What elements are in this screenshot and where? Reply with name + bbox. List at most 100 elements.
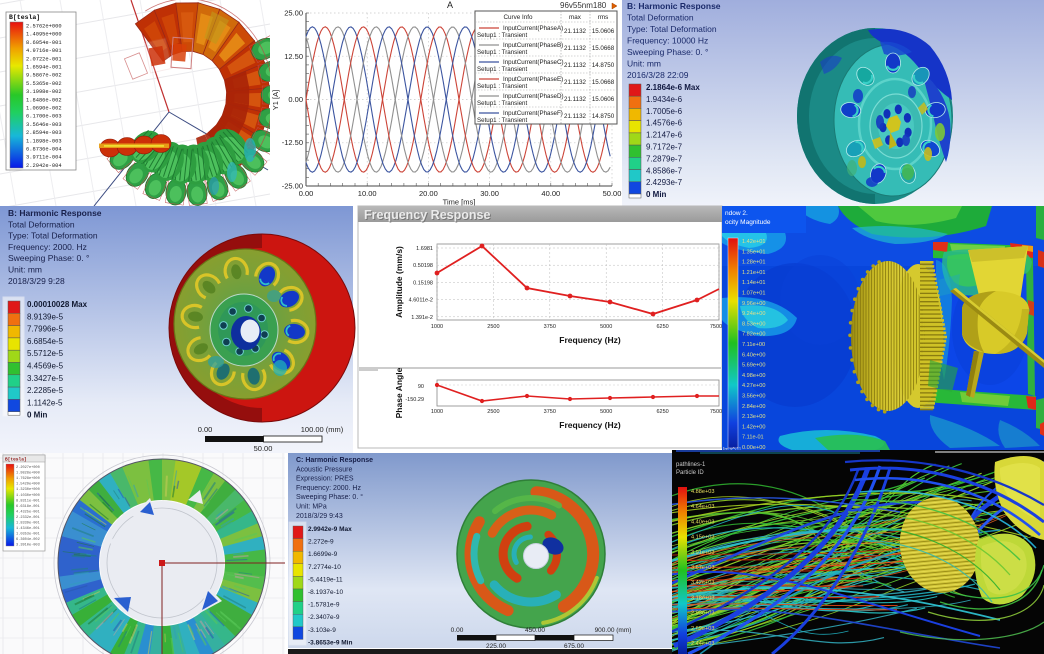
svg-text:90: 90 (418, 384, 424, 390)
svg-text:0.00: 0.00 (288, 95, 303, 104)
svg-text:4.64e+03: 4.64e+03 (691, 504, 715, 510)
svg-text:InputCurrent(PhaseF): InputCurrent(PhaseF) (503, 110, 563, 117)
svg-text:96v55nm180: 96v55nm180 (560, 1, 607, 10)
svg-text:1.0690e-002: 1.0690e-002 (26, 106, 62, 112)
svg-text:30.00: 30.00 (480, 189, 499, 198)
svg-text:1.7005e-6: 1.7005e-6 (646, 107, 683, 116)
svg-text:B: Harmonic Response: B: Harmonic Response (627, 1, 721, 11)
svg-text:6.40e+00: 6.40e+00 (742, 352, 766, 358)
svg-text:Frequency (Hz): Frequency (Hz) (559, 420, 621, 430)
svg-text:4.4325e-001: 4.4325e-001 (16, 510, 40, 514)
svg-text:-8.1937e-10: -8.1937e-10 (308, 589, 343, 596)
svg-text:4.15e+03: 4.15e+03 (691, 535, 715, 541)
svg-text:Sweeping Phase: 0. °: Sweeping Phase: 0. ° (296, 493, 363, 501)
svg-text:pathlines-1: pathlines-1 (676, 462, 706, 468)
svg-text:4.98e+00: 4.98e+00 (742, 373, 766, 379)
svg-text:8.6054e-001: 8.6054e-001 (26, 40, 62, 46)
svg-text:7.2879e-7: 7.2879e-7 (646, 154, 683, 163)
svg-text:Frequency: 2000. Hz: Frequency: 2000. Hz (8, 242, 87, 252)
svg-text:C: Harmonic Response: C: Harmonic Response (296, 457, 373, 464)
svg-text:2500: 2500 (487, 409, 499, 415)
svg-text:5.69e+00: 5.69e+00 (742, 363, 766, 369)
svg-text:1.7628e+000: 1.7628e+000 (16, 477, 40, 481)
svg-text:1.28e+01: 1.28e+01 (742, 260, 766, 266)
svg-text:1.07e+01: 1.07e+01 (742, 291, 766, 297)
svg-text:3.3427e-5: 3.3427e-5 (27, 374, 64, 383)
svg-text:Phase Angle: Phase Angle (394, 367, 404, 418)
svg-text:Setup1 : Transient: Setup1 : Transient (477, 100, 527, 107)
svg-text:3.9711e-004: 3.9711e-004 (26, 155, 62, 161)
svg-text:1.3230e+000: 1.3230e+000 (16, 488, 40, 492)
svg-text:450.00: 450.00 (525, 627, 545, 634)
svg-text:0.00: 0.00 (451, 627, 464, 634)
svg-text:InputCurrent(PhaseE): InputCurrent(PhaseE) (503, 76, 563, 83)
svg-text:Acoustic Pressure: Acoustic Pressure (296, 466, 353, 473)
svg-text:Total Deformation: Total Deformation (627, 13, 694, 23)
svg-text:3.18e+03: 3.18e+03 (691, 595, 715, 601)
svg-text:8.53e+00: 8.53e+00 (742, 321, 766, 327)
svg-text:7.7996e-5: 7.7996e-5 (27, 325, 64, 334)
svg-text:100.00 (mm): 100.00 (mm) (301, 425, 344, 434)
svg-text:2500: 2500 (487, 324, 499, 330)
svg-text:Setup1 : Transient: Setup1 : Transient (477, 66, 527, 73)
svg-text:2.44e+03: 2.44e+03 (691, 641, 715, 647)
svg-text:0.15198: 0.15198 (413, 280, 433, 286)
svg-text:Expression: PRES: Expression: PRES (296, 476, 354, 483)
svg-text:6.1700e-003: 6.1700e-003 (26, 114, 62, 120)
svg-text:4.4569e-5: 4.4569e-5 (27, 362, 64, 371)
svg-text:2.2285e-5: 2.2285e-5 (27, 386, 64, 395)
svg-text:5.5365e-002: 5.5365e-002 (26, 81, 62, 87)
svg-text:A: A (447, 0, 453, 10)
svg-text:7.11e+00: 7.11e+00 (742, 342, 765, 348)
svg-text:5000: 5000 (600, 409, 612, 415)
svg-text:21.1132: 21.1132 (564, 28, 586, 35)
svg-text:3750: 3750 (544, 409, 556, 415)
svg-text:6.6854e-5: 6.6854e-5 (27, 337, 64, 346)
svg-text:Amplitude (mm/s): Amplitude (mm/s) (394, 246, 404, 318)
svg-text:2.2332e-001: 2.2332e-001 (16, 516, 40, 520)
svg-text:Type: Total Deformation: Type: Total Deformation (8, 231, 98, 241)
svg-text:0.50198: 0.50198 (413, 263, 433, 269)
svg-text:4.40e+03: 4.40e+03 (691, 519, 715, 525)
svg-text:0 Min: 0 Min (646, 190, 667, 199)
svg-text:9.24e+00: 9.24e+00 (742, 311, 766, 317)
svg-text:8.8311e-001: 8.8311e-001 (16, 499, 40, 503)
svg-text:7.82e+00: 7.82e+00 (742, 332, 766, 338)
svg-text:1.8339e-001: 1.8339e-001 (16, 522, 40, 526)
svg-text:6.6318e-001: 6.6318e-001 (16, 505, 40, 509)
svg-text:2018/3/29 9:43: 2018/3/29 9:43 (296, 513, 343, 520)
svg-text:15.0606: 15.0606 (592, 96, 615, 103)
svg-text:ndow 2.: ndow 2. (725, 210, 748, 217)
svg-text:-3.103e-9: -3.103e-9 (308, 627, 336, 634)
svg-text:-25.00: -25.00 (282, 182, 303, 191)
svg-text:10.00: 10.00 (358, 189, 377, 198)
svg-text:4.88e+03: 4.88e+03 (691, 489, 715, 495)
svg-text:InputCurrent(PhaseC): InputCurrent(PhaseC) (503, 59, 564, 66)
svg-text:1.391e-2: 1.391e-2 (411, 315, 433, 321)
svg-text:6.3604e-002: 6.3604e-002 (16, 538, 40, 542)
svg-text:12.50: 12.50 (284, 52, 303, 61)
svg-text:1.4346e-001: 1.4346e-001 (16, 527, 40, 531)
svg-text:1.9828e+000: 1.9828e+000 (16, 472, 40, 476)
svg-text:225.00: 225.00 (486, 643, 506, 650)
svg-text:2018/3/29 9:28: 2018/3/29 9:28 (8, 276, 65, 286)
svg-text:40.00: 40.00 (541, 189, 560, 198)
svg-text:1.21e+01: 1.21e+01 (742, 270, 766, 276)
svg-text:15.0668: 15.0668 (592, 45, 615, 52)
svg-text:0 Min: 0 Min (27, 411, 48, 420)
svg-text:21.1132: 21.1132 (564, 62, 586, 69)
svg-text:50.00: 50.00 (254, 444, 273, 453)
svg-text:Frequency Response: Frequency Response (364, 208, 490, 222)
svg-text:15.0668: 15.0668 (592, 79, 615, 86)
svg-text:3.56e+00: 3.56e+00 (742, 394, 766, 400)
svg-text:9.5867e-002: 9.5867e-002 (26, 73, 62, 79)
svg-text:7500: 7500 (710, 324, 722, 330)
svg-text:1.1898e-003: 1.1898e-003 (26, 138, 62, 144)
svg-text:Frequency (Hz): Frequency (Hz) (559, 335, 621, 345)
svg-text:0.00010028 Max: 0.00010028 Max (27, 300, 88, 309)
svg-text:B[tesla]: B[tesla] (5, 457, 27, 463)
svg-text:Time [ms]: Time [ms] (443, 198, 476, 207)
svg-text:Type: Total Deformation: Type: Total Deformation (627, 24, 717, 34)
svg-text:1.42e+01: 1.42e+01 (742, 239, 766, 245)
svg-text:-2.3407e-9: -2.3407e-9 (308, 614, 340, 621)
